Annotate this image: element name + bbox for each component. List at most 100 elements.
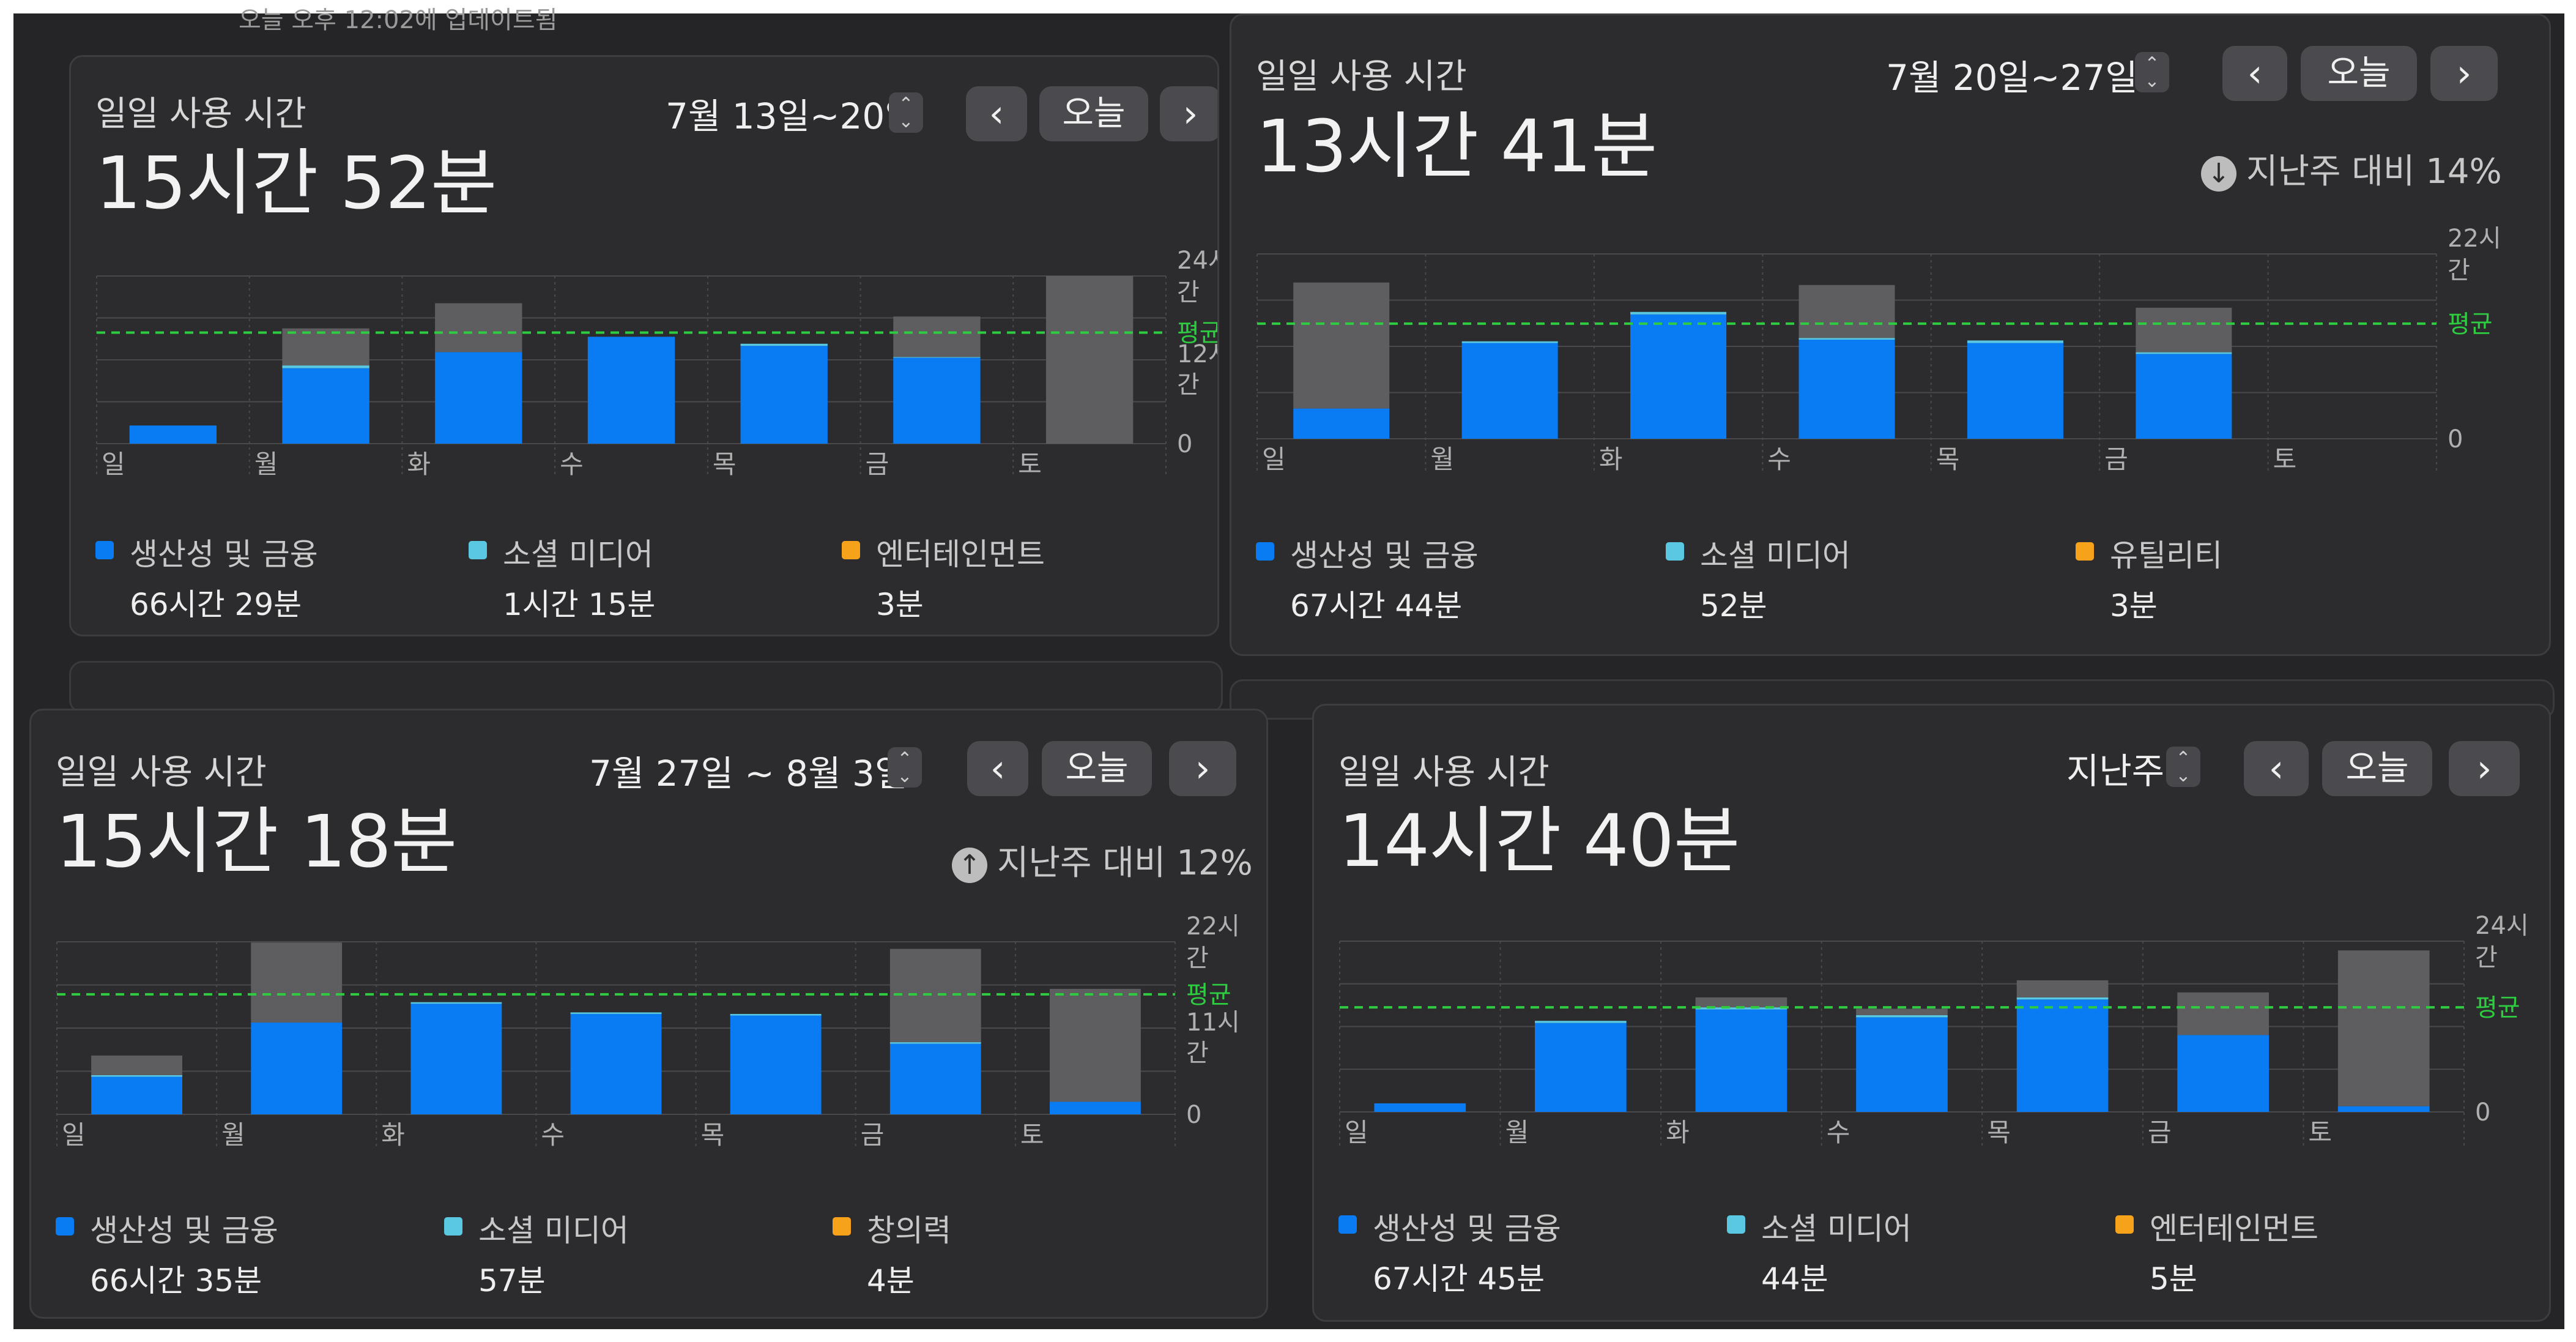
legend-category-time: 3분 [2110,588,2158,624]
bar-productivity [1856,1017,1948,1112]
day-label: 수 [541,1120,565,1150]
legend-category-name: 소셜 미디어 [478,1213,629,1248]
day-label: 금 [861,1120,885,1150]
bar-productivity [740,346,828,444]
legend-swatch [1256,542,1274,561]
usage-panel-week-1: 일일 사용 시간 15시간 52분 7월 13일~20일 ⌃ ⌄ ‹ 오늘 › 일… [69,55,1219,636]
bar-social [2016,997,2109,1000]
next-week-button[interactable]: › [2430,46,2498,101]
date-range-label: 7월 13일~20일 [666,95,918,137]
legend-swatch [842,541,860,559]
arrow-up-circle-icon: ↑ [952,847,987,883]
chevron-right-icon: › [1195,746,1211,791]
bar-productivity [889,1043,981,1114]
bar-productivity [1374,1103,1466,1112]
bar-productivity [2337,1106,2430,1112]
previous-week-button[interactable]: ‹ [967,741,1028,796]
y-axis-zero-label: 0 [2475,1098,2490,1127]
bar-social [2136,352,2232,354]
legend-category-name: 생산성 및 금융 [130,537,318,572]
previous-week-button[interactable]: ‹ [2244,741,2309,796]
bar-productivity [1050,1102,1141,1114]
bar-productivity [1293,408,1390,439]
comparison-text: 지난주 대비 14% [2246,152,2502,192]
legend-swatch [2076,542,2094,561]
day-label: 화 [1599,444,1623,474]
legend-category-name: 소셜 미디어 [1700,538,1850,573]
bar-other [1798,285,1895,338]
average-label: 평균 [1186,981,1231,1009]
today-button[interactable]: 오늘 [1042,741,1152,796]
legend-category-name: 생산성 및 금융 [90,1213,278,1248]
y-axis-max-label: 24시 [2475,912,2529,940]
chevron-left-icon: ‹ [2268,746,2284,791]
bar-social [282,365,369,368]
bar-social [410,1002,502,1004]
bar-productivity [1630,314,1727,439]
day-label: 월 [254,449,278,479]
date-range-stepper[interactable]: ⌃ ⌄ [889,92,923,133]
average-label: 평균 [2475,994,2520,1022]
bar-social [730,1013,822,1016]
day-label: 일 [1262,444,1286,474]
day-label: 금 [2104,444,2128,474]
day-label: 목 [1987,1117,2011,1147]
bar-social [740,343,828,346]
panel-title: 일일 사용 시간 [1256,57,1467,97]
legend-category-name: 생산성 및 금융 [1290,538,1479,573]
day-label: 토 [2308,1117,2332,1147]
weekly-comparison: ↓ 지난주 대비 14% [2201,144,2502,193]
bar-social [1461,341,1558,343]
y-axis-mid-unit: 간 [1186,1039,1209,1067]
bar-social [91,1075,182,1077]
bar-other [2337,950,2430,1106]
legend-category-name: 엔터테인먼트 [876,537,1045,572]
average-label: 평균 [2448,310,2493,338]
legend-category-time: 44분 [1761,1261,1828,1297]
legend-category-time: 4분 [867,1263,915,1299]
y-axis-max-unit: 간 [2448,256,2470,285]
legend-category-time: 66시간 35분 [90,1263,262,1299]
panel-title: 일일 사용 시간 [95,94,306,134]
bar-other [889,949,981,1043]
day-label: 화 [407,449,431,479]
usage-panel-week-2: 일일 사용 시간 13시간 41분 7월 20일~27일 ⌃ ⌄ ‹ 오늘 › ↓… [1230,13,2551,656]
previous-week-button[interactable]: ‹ [966,86,1027,141]
y-axis-max-label: 22시 [2448,225,2501,253]
y-axis-max-label: 24시 [1177,247,1219,275]
today-button[interactable]: 오늘 [1039,86,1148,141]
y-axis-max-unit: 간 [1177,278,1200,307]
day-label: 금 [2148,1117,2172,1147]
y-axis-mid-unit: 간 [1177,371,1200,399]
bar-other [2177,992,2269,1035]
previous-week-button[interactable]: ‹ [2222,46,2287,101]
legend-category-time: 1시간 15분 [503,587,656,622]
bar-other [1856,1008,1948,1015]
up-down-chevron-icon: ⌃ ⌄ [898,94,914,132]
chevron-right-icon: › [2456,51,2472,95]
date-range-label: 지난주 [2066,750,2165,792]
date-range-stepper[interactable]: ⌃ ⌄ [2166,747,2200,787]
y-axis-max-unit: 간 [2475,944,2498,972]
bar-productivity [1798,340,1895,439]
day-label: 토 [1020,1120,1044,1150]
next-week-button[interactable]: › [1160,86,1217,141]
daily-average-total: 15시간 18분 [56,799,457,884]
chevron-right-icon: › [1182,91,1198,136]
day-label: 월 [1430,444,1454,474]
date-range-stepper[interactable]: ⌃ ⌄ [2135,52,2169,92]
legend-category-name: 창의력 [867,1213,951,1248]
y-axis-mid-label: 12시 [1177,340,1219,368]
day-label: 목 [701,1120,725,1150]
up-down-chevron-icon: ⌃ ⌄ [897,748,913,787]
bar-productivity [410,1004,502,1114]
next-week-button[interactable]: › [2449,741,2520,796]
bar-productivity [1461,343,1558,439]
today-button[interactable]: 오늘 [2301,46,2417,101]
today-button[interactable]: 오늘 [2322,741,2432,796]
bar-productivity [1535,1023,1627,1112]
bar-social [1798,338,1895,340]
date-range-stepper[interactable]: ⌃ ⌄ [888,747,922,788]
next-week-button[interactable]: › [1169,741,1236,796]
